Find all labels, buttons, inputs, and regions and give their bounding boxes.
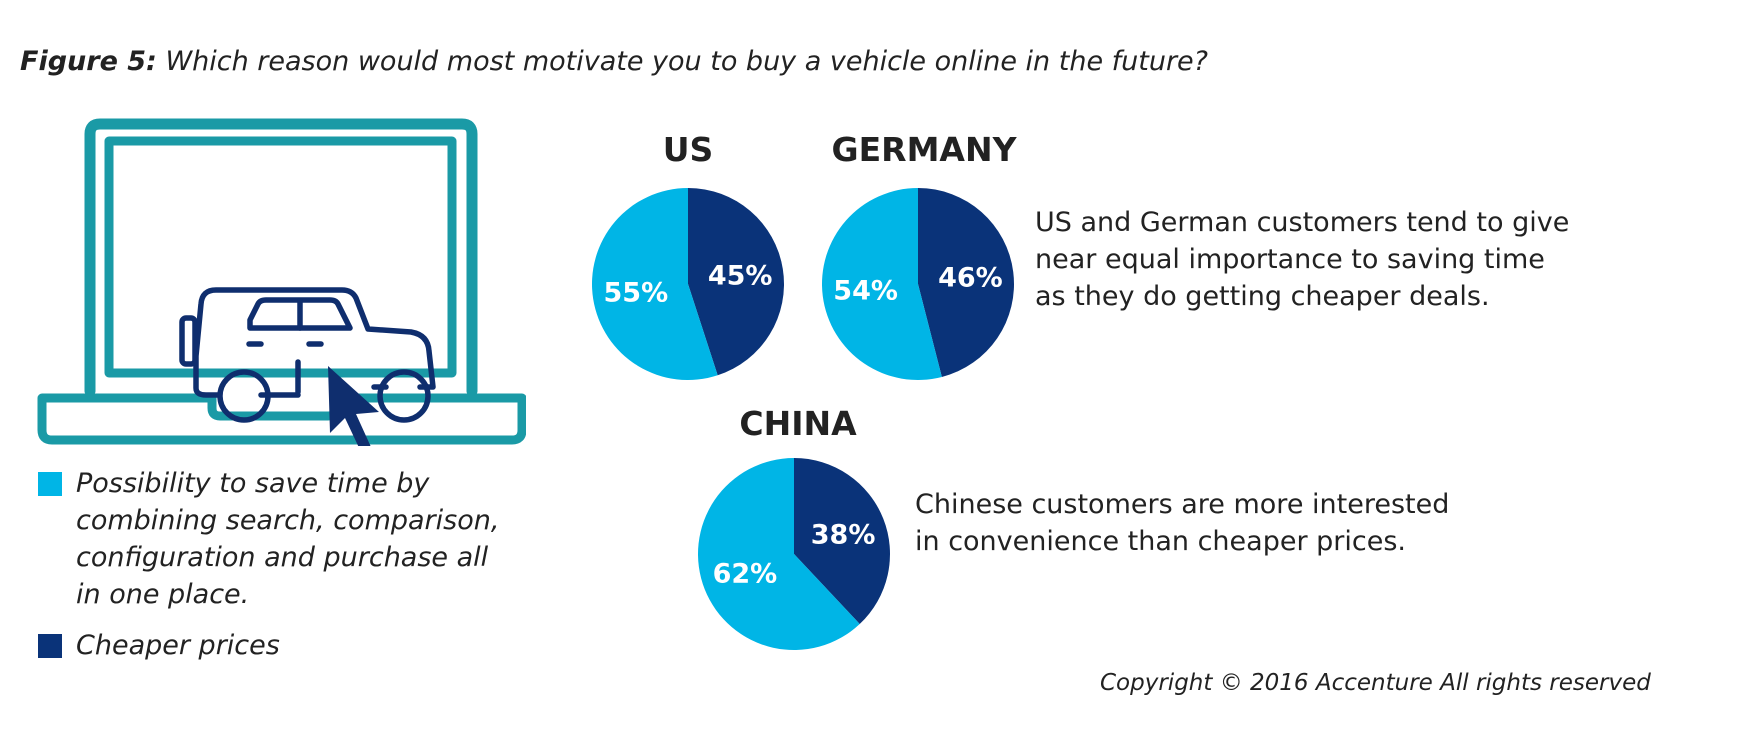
cursor-icon	[328, 366, 379, 446]
pie-slice-germany-save-time	[822, 188, 942, 380]
laptop-base	[37, 393, 526, 445]
pie-title-us: US	[662, 130, 714, 169]
laptop-icon	[37, 118, 526, 446]
legend-label-save-time: Possibility to save time by combining se…	[76, 468, 500, 610]
pie-slice-us-save-time	[592, 188, 718, 380]
pie-title-germany: GERMANY	[831, 130, 1017, 169]
pie-slice-china-save-time	[698, 458, 860, 650]
pie-slice-china-cheaper-prices	[794, 458, 890, 624]
figure-question: Which reason would most motivate you to …	[165, 46, 1208, 77]
pie-label-germany-save-time: 54%	[833, 276, 898, 307]
legend-item-save-time: Possibility to save time by combining se…	[38, 465, 518, 613]
pie-label-us-save-time: 55%	[604, 277, 669, 308]
car-wheel-rear	[377, 369, 431, 423]
figure-title: Figure 5: Which reason would most motiva…	[20, 46, 1208, 77]
legend-item-cheaper-prices: Cheaper prices	[38, 627, 518, 664]
pie-title-china: CHINA	[739, 404, 857, 443]
pie-chart-us: 45% 55%	[592, 188, 784, 380]
legend-swatch-light-blue	[38, 472, 62, 496]
car-body	[193, 287, 436, 398]
car-spare-tire	[179, 315, 198, 367]
legend: Possibility to save time by combining se…	[38, 465, 518, 678]
note-china: Chinese customers are more interested in…	[915, 489, 1450, 557]
laptop-lid	[84, 118, 478, 397]
pie-label-germany-cheaper-prices: 46%	[938, 262, 1003, 293]
pie-label-us-cheaper-prices: 45%	[708, 261, 773, 292]
car-icon	[179, 287, 436, 423]
car-window	[247, 297, 353, 331]
pie-slice-us-cheaper-prices	[688, 188, 784, 376]
pie-label-china-save-time: 62%	[713, 558, 778, 589]
legend-label-cheaper-prices: Cheaper prices	[76, 630, 280, 661]
note-us-germany: US and German customers tend to give nea…	[1035, 207, 1570, 312]
pie-chart-china: 38% 62%	[698, 458, 890, 650]
figure-label: Figure 5:	[20, 46, 157, 77]
car-wheel-front	[217, 369, 271, 423]
legend-swatch-dark-blue	[38, 634, 62, 658]
pie-label-china-cheaper-prices: 38%	[811, 520, 876, 551]
pie-chart-germany: 46% 54%	[822, 188, 1014, 380]
pie-slice-germany-cheaper-prices	[918, 188, 1014, 377]
laptop-screen	[104, 136, 457, 378]
copyright: Copyright © 2016 Accenture All rights re…	[1100, 670, 1651, 696]
